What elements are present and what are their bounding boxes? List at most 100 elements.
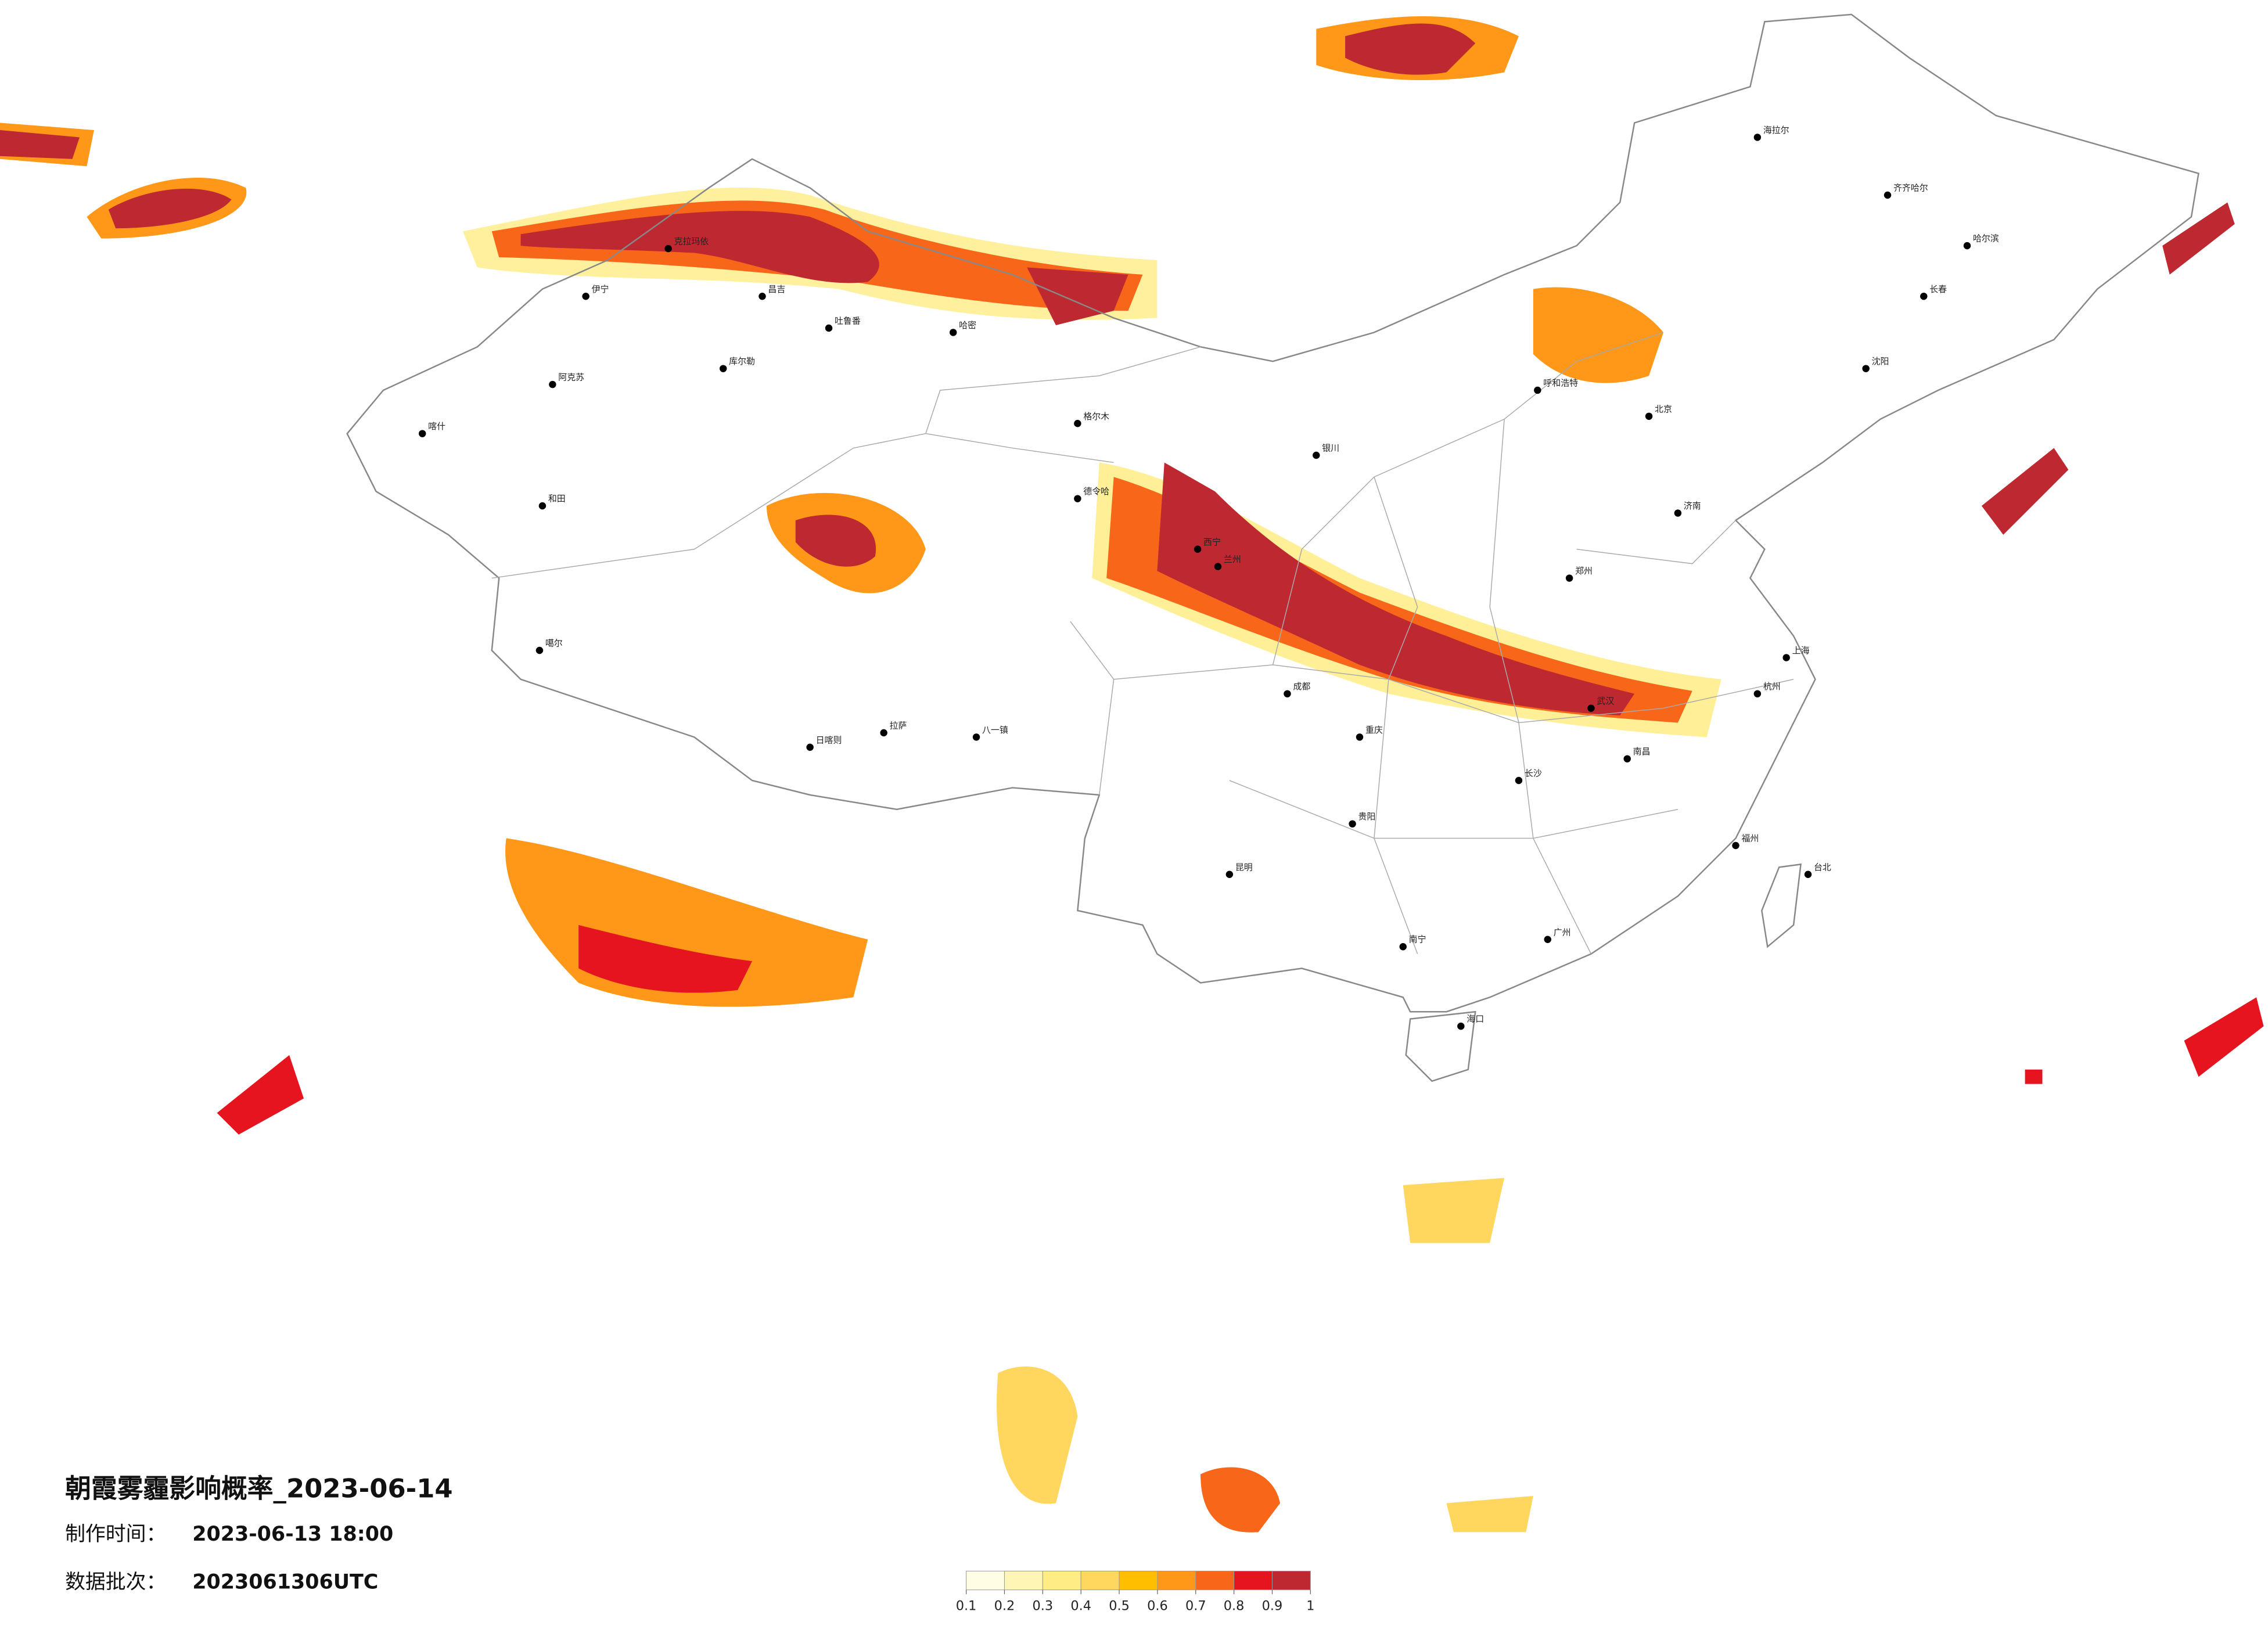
city-dot (1349, 820, 1356, 828)
city-label: 南昌 (1633, 746, 1651, 757)
city-dot (1074, 420, 1081, 427)
city-label: 海口 (1467, 1014, 1484, 1024)
city-label: 兰州 (1224, 554, 1241, 564)
city-label: 长沙 (1525, 768, 1542, 779)
city-label: 西宁 (1203, 537, 1221, 547)
haze-area (520, 211, 1128, 325)
city-dot (1804, 870, 1812, 878)
legend-swatch (1042, 1570, 1081, 1591)
city-label: 库尔勒 (729, 356, 755, 366)
city-dot (949, 329, 957, 336)
color-legend: 0.1 0.2 0.3 0.4 0.5 0.6 0.7 0.8 0.9 1 (956, 1570, 1314, 1614)
haze-area (997, 1178, 1533, 1533)
city-dot (1074, 495, 1081, 502)
legend-tick-label: 0.3 (1033, 1599, 1054, 1614)
city-label: 德令哈 (1083, 486, 1109, 497)
city-dot (1225, 870, 1234, 878)
legend-swatch (1234, 1570, 1273, 1591)
city-dot (1732, 841, 1739, 850)
city-dot (1920, 293, 1928, 300)
batch-label: 数据批次： (65, 1570, 166, 1593)
city-dot (1515, 776, 1523, 785)
city-dot (1194, 545, 1202, 553)
legend-tick-label: 0.1 (956, 1599, 977, 1614)
city-dot (1534, 386, 1541, 394)
haze-area (1157, 462, 1635, 715)
legend-tick-label: 0.5 (1109, 1599, 1130, 1614)
haze-area (2025, 997, 2264, 1084)
city-label: 杭州 (1763, 681, 1781, 692)
city-dot (1284, 690, 1291, 697)
city-label: 八一镇 (982, 725, 1008, 735)
legend-swatch (1271, 1570, 1311, 1591)
city-dot (1782, 654, 1790, 661)
city-label: 北京 (1655, 404, 1672, 414)
city-dot (1356, 733, 1364, 741)
city-dot (880, 729, 887, 737)
city-label: 阿克苏 (558, 372, 584, 383)
city-dot (825, 324, 833, 332)
city-dot (1399, 943, 1407, 951)
legend-tick-label: 1 (1306, 1599, 1314, 1614)
border (1405, 1010, 1476, 1082)
city-label: 郑州 (1575, 566, 1593, 576)
haze-area (1345, 23, 1476, 75)
city-dot (1862, 365, 1870, 372)
map-title: 朝霞雾霾影响概率_2023-06-14 (65, 1473, 453, 1504)
legend-swatch (1119, 1570, 1158, 1591)
city-label: 呼和浩特 (1543, 378, 1578, 388)
haze-area (1981, 202, 2235, 535)
city-label: 沈阳 (1872, 356, 1889, 366)
city-label: 噶尔 (545, 638, 563, 649)
city-dot (582, 293, 590, 300)
city-label: 济南 (1684, 501, 1701, 511)
city-label: 南宁 (1409, 934, 1426, 945)
city-label: 重庆 (1365, 725, 1383, 735)
city-label: 和田 (548, 494, 566, 504)
haze-area (0, 130, 232, 229)
city-label: 齐齐哈尔 (1893, 183, 1928, 193)
haze-area (1533, 287, 1663, 383)
city-label: 喀什 (428, 421, 445, 431)
city-label: 吐鲁番 (835, 316, 861, 326)
city-label: 贵阳 (1358, 811, 1376, 822)
city-label: 成都 (1293, 681, 1310, 692)
city-dot (1587, 704, 1595, 712)
city-dot (1313, 451, 1320, 459)
legend-tick-label: 0.7 (1185, 1599, 1206, 1614)
city-dot (1645, 412, 1653, 420)
haze-area (795, 515, 876, 567)
legend-swatch (966, 1570, 1005, 1591)
city-dot (719, 365, 727, 372)
city-label: 银川 (1322, 443, 1339, 454)
city-dot (1753, 690, 1762, 697)
legend-tick-label: 0.4 (1070, 1599, 1091, 1614)
made-time-label: 制作时间： (65, 1523, 166, 1546)
city-dot (418, 430, 426, 437)
city-dot (759, 293, 766, 300)
city-dot (1544, 936, 1551, 943)
city-dot (1753, 134, 1762, 141)
city-dot (1214, 563, 1222, 570)
legend-tick-label: 0.6 (1147, 1599, 1168, 1614)
city-label: 长春 (1929, 284, 1947, 294)
city-label: 上海 (1792, 645, 1810, 656)
haze-layer (0, 16, 2264, 1533)
legend-tick-label: 0.8 (1224, 1599, 1245, 1614)
haze-area (1201, 1467, 1281, 1533)
city-label: 克拉玛依 (674, 236, 709, 247)
city-dot (1674, 509, 1682, 517)
city-dot (538, 502, 547, 510)
city-label: 昌吉 (768, 284, 785, 294)
legend-swatch (1195, 1570, 1235, 1591)
city-dot (806, 743, 814, 751)
city-label: 台北 (1814, 862, 1831, 872)
legend-swatch (1004, 1570, 1043, 1591)
city-dot (664, 244, 672, 253)
city-dot (972, 733, 980, 741)
made-time-value: 2023-06-13 18:00 (192, 1523, 393, 1546)
city-label: 昆明 (1235, 862, 1253, 872)
city-dot (1623, 755, 1631, 762)
